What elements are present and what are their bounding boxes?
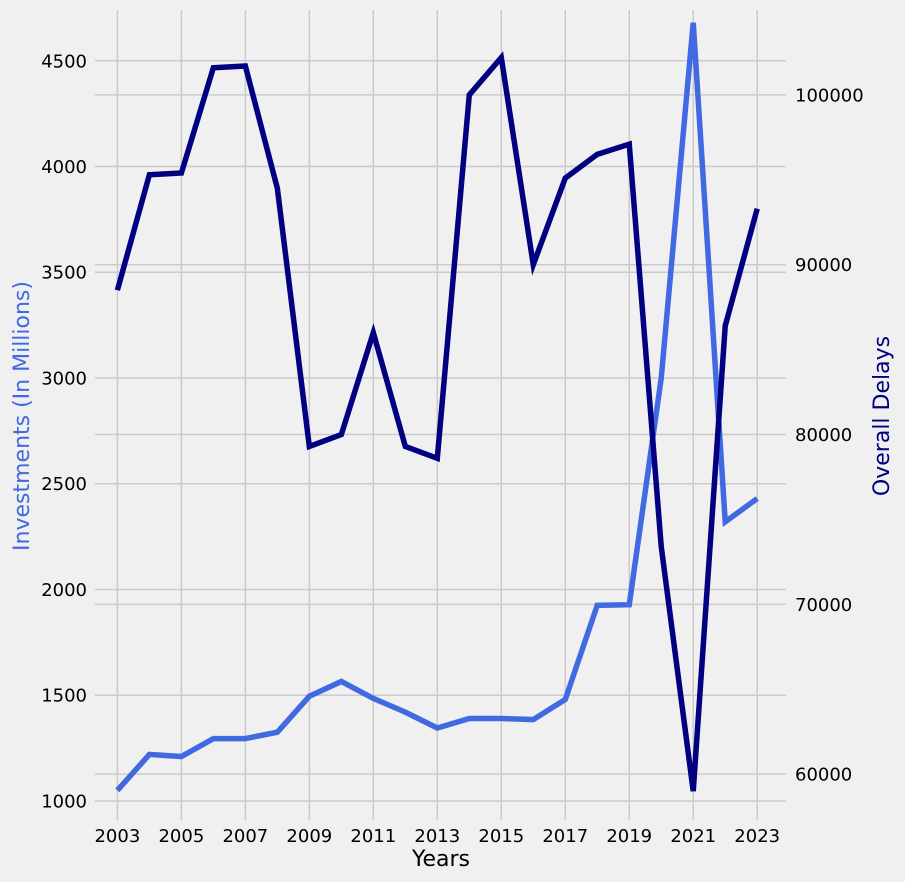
right-y-tick-label: 100000 [795,85,864,106]
left-y-tick-label: 2500 [41,474,87,495]
investments-series-line [115,22,759,793]
right-y-tick-label: 90000 [795,255,852,276]
left-y-tick-label: 4000 [41,157,87,178]
x-tick-label: 2003 [94,826,140,847]
left-y-tick-label: 1000 [41,791,87,812]
x-axis-label: Years [411,847,470,872]
right-y-tick-label: 80000 [795,425,852,446]
x-tick-label: 2017 [542,826,588,847]
left-y-tick-label: 3500 [41,263,87,284]
left-y-tick-label: 2000 [41,580,87,601]
right-y-axis-label: Overall Delays [870,336,895,496]
left-y-tick-label: 3000 [41,368,87,389]
x-tick-label: 2019 [606,826,652,847]
x-tick-label: 2021 [670,826,716,847]
left-y-axis-label: Investments (In Millions) [10,281,35,551]
series-layer [114,22,760,793]
left-y-tick-label: 1500 [41,686,87,707]
x-tick-label: 2005 [158,826,204,847]
right-y-tick-labels: 60000 70000 80000 90000 100000 [795,85,864,785]
x-tick-label: 2007 [222,826,268,847]
x-tick-label: 2013 [414,826,460,847]
right-y-tick-label: 60000 [795,765,852,786]
x-tick-label: 2011 [350,826,396,847]
x-tick-labels: 2003 2005 2007 2009 2011 2013 2015 2017 2019 2021… [94,826,780,847]
left-y-tick-labels: 1000 1500 2000 2500 3000 3500 4000 4500 [41,51,87,812]
left-y-tick-label: 4500 [41,51,87,72]
overall-delays-series-line [114,51,760,792]
right-y-tick-label: 70000 [795,595,852,616]
x-tick-label: 2009 [286,826,332,847]
x-tick-label: 2023 [734,826,780,847]
x-tick-label: 2015 [478,826,524,847]
